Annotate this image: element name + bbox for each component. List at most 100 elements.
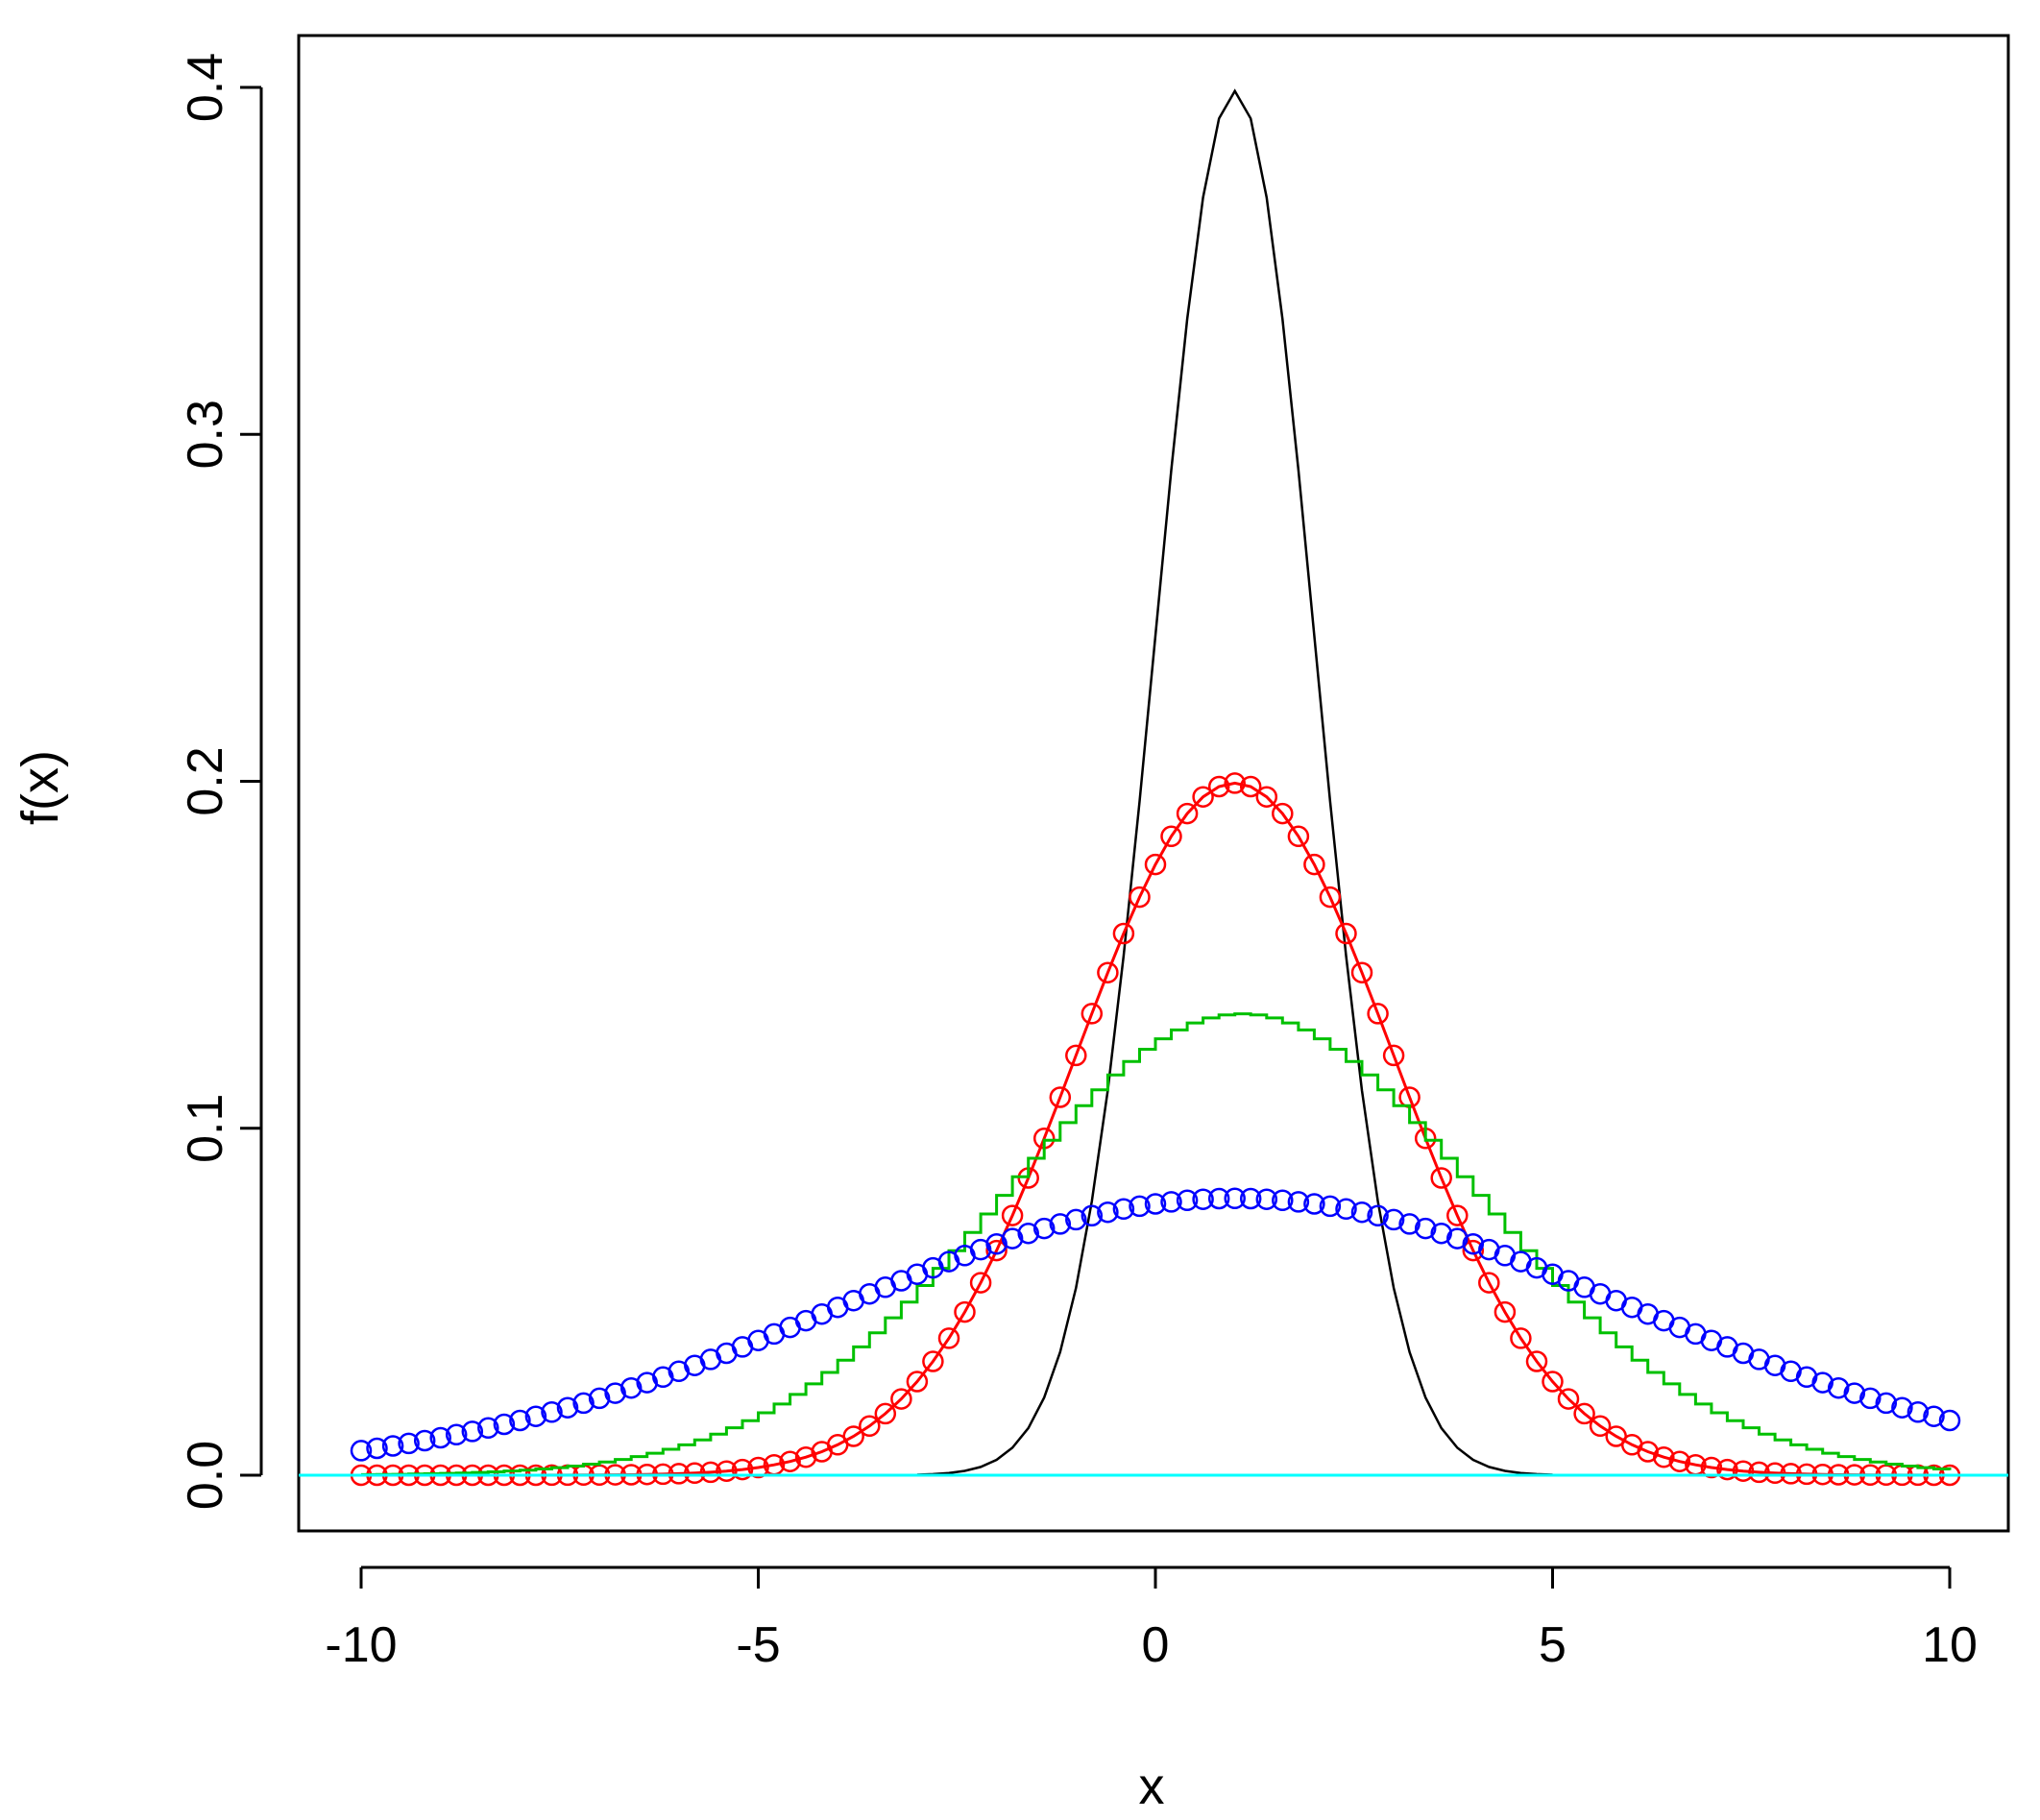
series-point bbox=[1176, 802, 1199, 825]
series-point bbox=[1001, 1227, 1024, 1250]
series-point bbox=[572, 1392, 595, 1415]
series-point bbox=[1239, 1187, 1262, 1210]
series-0 bbox=[916, 88, 1553, 1476]
series-point bbox=[1272, 1189, 1294, 1212]
series-point bbox=[619, 1376, 643, 1399]
series-point bbox=[1192, 786, 1214, 808]
series-point bbox=[716, 1460, 738, 1482]
series-point bbox=[1160, 825, 1182, 848]
series-point bbox=[398, 1432, 420, 1455]
series-point bbox=[1653, 1445, 1675, 1468]
series-point bbox=[1255, 786, 1278, 808]
series-point bbox=[1827, 1376, 1850, 1399]
y-tick-label: 0.0 bbox=[178, 1441, 233, 1510]
series-point bbox=[413, 1429, 436, 1452]
series-point bbox=[1859, 1387, 1882, 1410]
series-step-line bbox=[361, 1012, 1952, 1476]
series-point bbox=[1367, 1003, 1389, 1025]
series-point bbox=[461, 1420, 484, 1443]
series-point bbox=[1350, 961, 1373, 983]
series-point bbox=[350, 1440, 373, 1462]
series-line bbox=[361, 781, 1950, 1477]
series-point bbox=[1335, 922, 1357, 945]
series-point bbox=[1017, 1222, 1039, 1245]
series-point bbox=[1272, 802, 1294, 825]
series-point bbox=[1382, 1044, 1405, 1067]
series-point bbox=[1542, 1371, 1564, 1393]
series-point bbox=[1192, 1188, 1214, 1210]
series-point bbox=[1129, 1195, 1151, 1218]
series-point bbox=[954, 1300, 976, 1323]
series-point bbox=[1494, 1300, 1517, 1323]
series-point bbox=[1032, 1217, 1056, 1240]
series-point bbox=[1112, 1198, 1135, 1221]
series-point bbox=[1398, 1213, 1421, 1235]
series-point bbox=[1224, 772, 1246, 794]
series-point bbox=[731, 1458, 754, 1481]
series-point bbox=[445, 1423, 468, 1446]
series-point bbox=[1668, 1450, 1691, 1472]
series-3 bbox=[350, 1187, 1961, 1462]
x-tick-label: -10 bbox=[325, 1617, 397, 1673]
series-point bbox=[1478, 1272, 1500, 1294]
series-point bbox=[1319, 886, 1342, 909]
series-point bbox=[493, 1413, 516, 1436]
series-point bbox=[541, 1401, 563, 1423]
series-point bbox=[1049, 1213, 1072, 1235]
series-point bbox=[1112, 922, 1135, 945]
series-point bbox=[985, 1232, 1008, 1255]
series-point bbox=[874, 1402, 897, 1425]
series-point bbox=[906, 1371, 929, 1393]
series-point bbox=[1382, 1208, 1405, 1231]
series-point bbox=[1176, 1189, 1199, 1212]
series-point bbox=[1446, 1227, 1469, 1250]
series-point bbox=[556, 1396, 579, 1419]
series-point bbox=[699, 1461, 722, 1484]
series-point bbox=[1923, 1405, 1945, 1427]
series-point bbox=[922, 1350, 944, 1372]
series-point bbox=[1319, 1195, 1342, 1218]
series-point bbox=[1525, 1350, 1548, 1372]
series-point bbox=[1367, 1204, 1389, 1227]
series-point bbox=[1224, 1187, 1246, 1210]
series-point bbox=[1287, 1191, 1310, 1213]
series-point bbox=[1335, 1198, 1357, 1221]
series-point bbox=[1763, 1462, 1786, 1485]
series-point bbox=[477, 1417, 499, 1440]
series-point bbox=[1081, 1003, 1104, 1025]
series-point bbox=[1255, 1188, 1278, 1210]
series-point bbox=[1700, 1456, 1723, 1479]
y-axis-label: f(x) bbox=[12, 750, 69, 825]
series-point bbox=[1637, 1441, 1659, 1463]
series-point bbox=[429, 1426, 451, 1449]
series-point bbox=[366, 1437, 388, 1460]
series-point bbox=[509, 1409, 531, 1432]
series-2 bbox=[361, 1012, 1952, 1476]
series-point bbox=[1843, 1382, 1866, 1404]
series-point bbox=[1160, 1191, 1182, 1213]
series-point bbox=[1129, 886, 1151, 909]
x-axis: -10 -5 0 5 10 bbox=[325, 1565, 1978, 1673]
series-point bbox=[1239, 775, 1262, 798]
series-point bbox=[1430, 1167, 1452, 1189]
y-axis: 0.0 0.1 0.2 0.3 0.4 bbox=[178, 53, 263, 1510]
series-point bbox=[1065, 1044, 1087, 1067]
series-point bbox=[747, 1456, 769, 1479]
series-point bbox=[1144, 853, 1167, 876]
series-point bbox=[1303, 1193, 1325, 1215]
x-tick-label: 0 bbox=[1142, 1617, 1170, 1673]
series-point bbox=[1430, 1222, 1452, 1245]
series-point bbox=[1811, 1371, 1834, 1394]
series-point bbox=[1748, 1461, 1770, 1484]
series-point bbox=[1732, 1460, 1755, 1482]
series-point bbox=[1287, 825, 1310, 848]
series-point bbox=[1097, 961, 1119, 983]
series-point bbox=[1589, 1415, 1612, 1438]
x-tick-label: -5 bbox=[736, 1617, 780, 1673]
series-point bbox=[1875, 1392, 1898, 1415]
series-point bbox=[668, 1463, 691, 1485]
series-point bbox=[890, 1388, 912, 1410]
series-point bbox=[1446, 1204, 1469, 1226]
series-point bbox=[842, 1425, 864, 1447]
